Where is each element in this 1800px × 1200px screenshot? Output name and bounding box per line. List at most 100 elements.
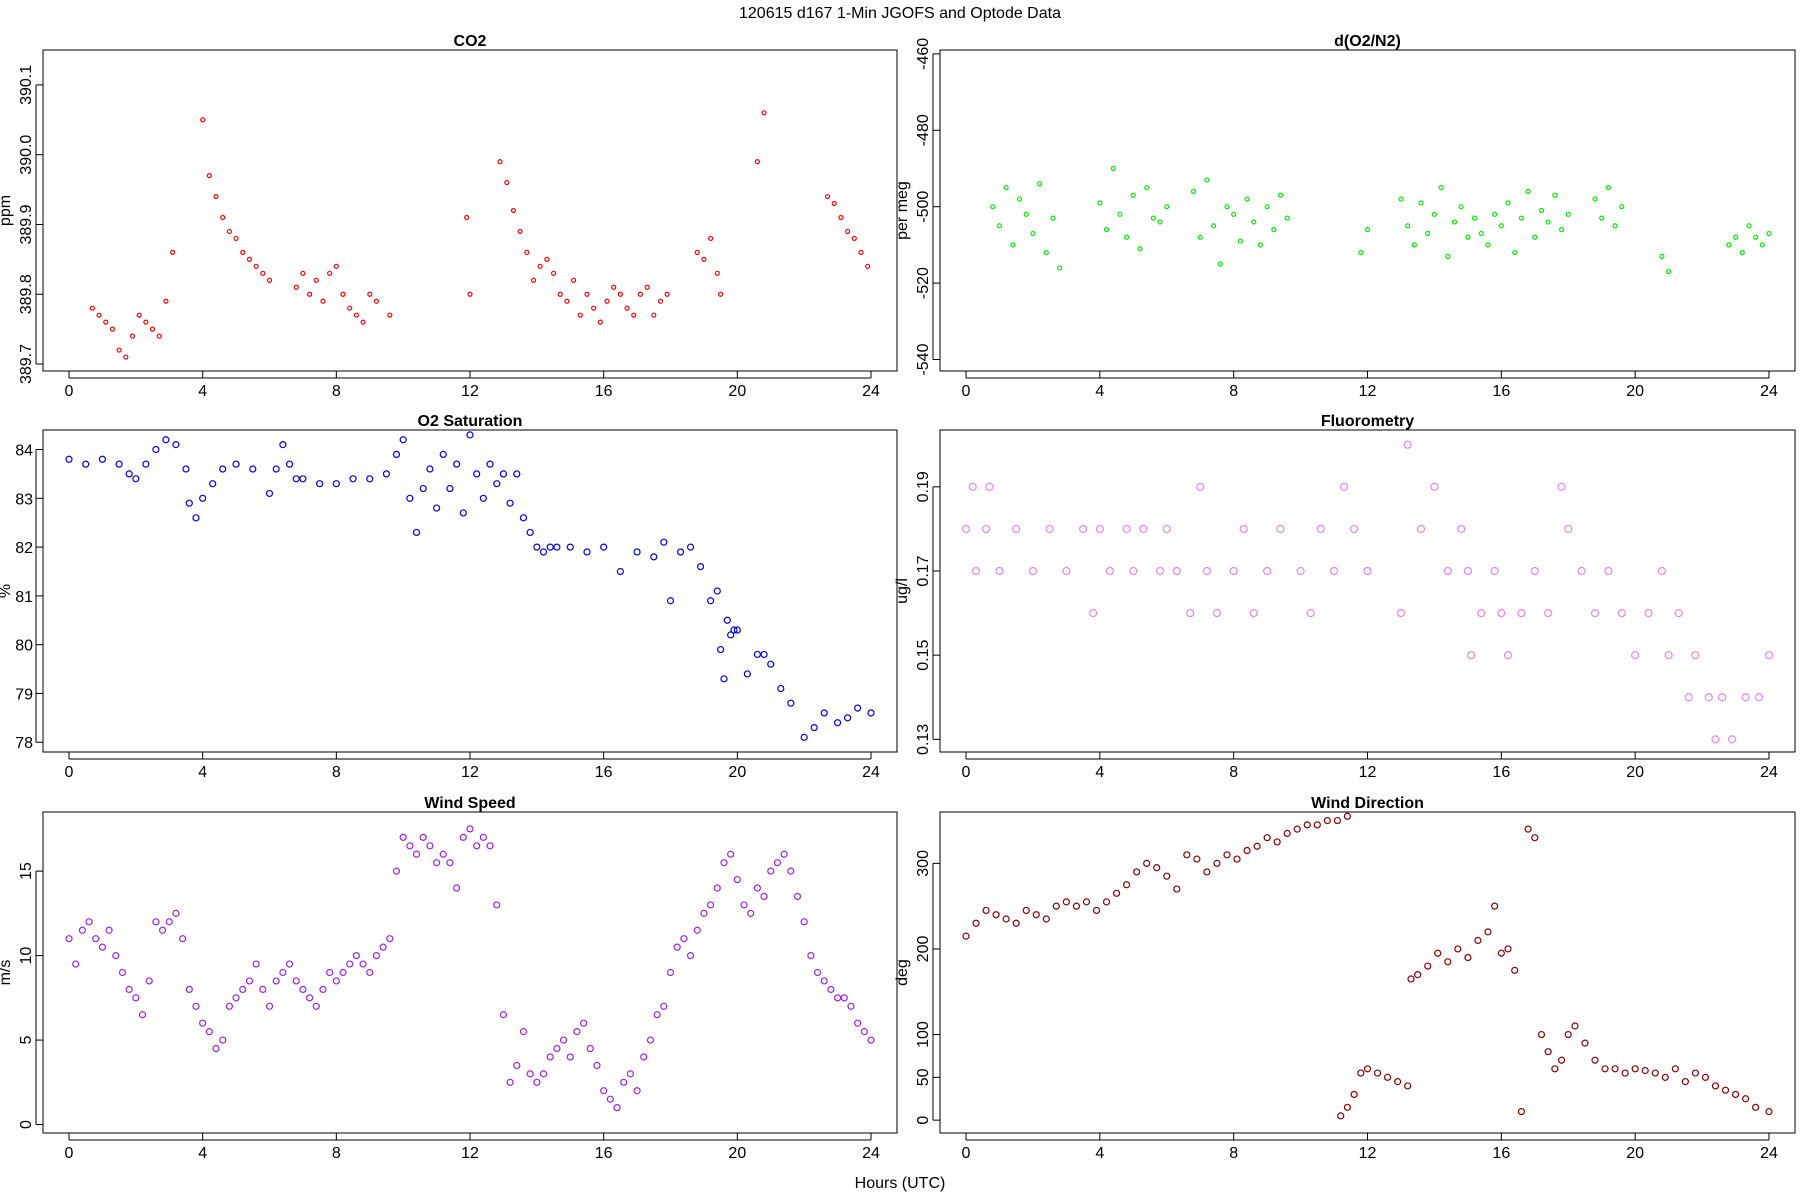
data-point	[1557, 482, 1566, 491]
data-point	[307, 291, 313, 297]
data-point	[1434, 949, 1442, 957]
data-point	[696, 563, 705, 571]
data-point	[807, 952, 815, 960]
x-tick-label: 0	[962, 383, 971, 400]
data-point	[593, 1061, 601, 1070]
data-point	[1162, 524, 1171, 534]
data-point	[631, 312, 637, 318]
data-point	[506, 1078, 514, 1086]
data-point	[313, 277, 319, 283]
data-point	[300, 270, 306, 276]
data-point	[453, 884, 461, 892]
data-point	[1153, 864, 1161, 872]
data-point	[530, 277, 537, 283]
data-point	[833, 994, 842, 1002]
data-point	[1591, 1056, 1599, 1064]
data-point	[533, 1078, 541, 1086]
x-tick-label: 8	[1229, 383, 1238, 400]
y-tick-label: 300	[915, 850, 932, 877]
data-point	[1478, 230, 1484, 237]
data-point	[205, 1028, 213, 1036]
data-point	[1505, 200, 1511, 206]
data-point	[115, 460, 123, 468]
data-point	[219, 1036, 227, 1044]
data-point	[844, 714, 852, 722]
data-point	[1012, 524, 1021, 534]
data-point	[1329, 566, 1339, 576]
data-point	[694, 249, 700, 255]
y-tick-label: 200	[915, 936, 932, 963]
data-point	[1283, 829, 1291, 838]
data-point	[1122, 524, 1131, 534]
x-tick-label: 4	[1095, 764, 1104, 781]
plot-frame	[42, 811, 898, 1134]
data-point	[1531, 834, 1539, 842]
data-point	[1190, 188, 1197, 194]
data-point	[559, 1036, 568, 1044]
data-point	[1052, 902, 1060, 910]
chart-panel-3: Fluorometry 0 4 8 12 16 20 24 0.13 0.15 0.17 0.19 ug…	[894, 413, 1796, 781]
data-point	[1438, 184, 1444, 191]
data-point	[539, 1070, 548, 1078]
data-point	[367, 291, 373, 297]
x-tick-label: 4	[198, 383, 207, 400]
data-point	[359, 960, 367, 968]
data-point	[961, 524, 971, 534]
data-point	[1604, 566, 1613, 576]
data-point	[327, 270, 333, 276]
data-point	[1042, 915, 1050, 923]
x-tick-label: 4	[198, 764, 207, 781]
data-point	[1718, 693, 1727, 702]
data-point	[92, 935, 100, 943]
data-point	[1565, 211, 1571, 217]
data-point	[1284, 215, 1290, 221]
data-point	[399, 833, 407, 841]
data-point	[179, 935, 187, 943]
data-point	[136, 312, 142, 318]
data-point	[1062, 898, 1070, 906]
data-point	[845, 228, 851, 235]
data-point	[700, 909, 708, 917]
data-point	[89, 305, 95, 311]
data-point	[1105, 566, 1114, 576]
data-point	[292, 977, 300, 985]
x-tick-label: 24	[1760, 1145, 1778, 1162]
data-point	[225, 1002, 233, 1010]
data-point	[1458, 204, 1464, 210]
data-point	[232, 994, 240, 1002]
data-point	[800, 918, 808, 926]
data-point	[1358, 249, 1364, 256]
data-point	[333, 263, 339, 269]
data-point	[1155, 566, 1165, 576]
data-point	[827, 985, 835, 993]
data-point	[65, 935, 73, 943]
data-point	[432, 504, 441, 512]
data-point	[1464, 953, 1472, 962]
data-point	[1691, 651, 1700, 660]
data-point	[1057, 265, 1063, 271]
data-point	[1704, 693, 1713, 702]
data-point	[1150, 215, 1156, 221]
data-point	[399, 436, 407, 444]
figure-xlabel: Hours (UTC)	[855, 1175, 946, 1192]
data-point	[1157, 219, 1163, 225]
data-point	[584, 291, 590, 297]
data-point	[566, 543, 574, 551]
data-point	[1296, 566, 1305, 576]
data-point	[299, 475, 307, 483]
data-point	[513, 470, 521, 478]
data-point	[546, 1053, 554, 1061]
data-point	[519, 514, 528, 522]
data-point	[777, 684, 785, 693]
y-tick-label: 390.1	[18, 65, 35, 105]
chart-panel-1: d(O2/N2) 0 4 8 12 16 20 24 -540 -520 -500 -480 -460 p…	[894, 33, 1796, 400]
data-point	[1752, 1103, 1760, 1111]
data-point	[1023, 211, 1029, 217]
data-point	[1444, 958, 1452, 966]
data-point	[1739, 249, 1745, 256]
data-point	[473, 842, 481, 850]
data-point	[392, 450, 401, 458]
data-point	[1471, 215, 1478, 221]
data-point	[1753, 234, 1759, 240]
